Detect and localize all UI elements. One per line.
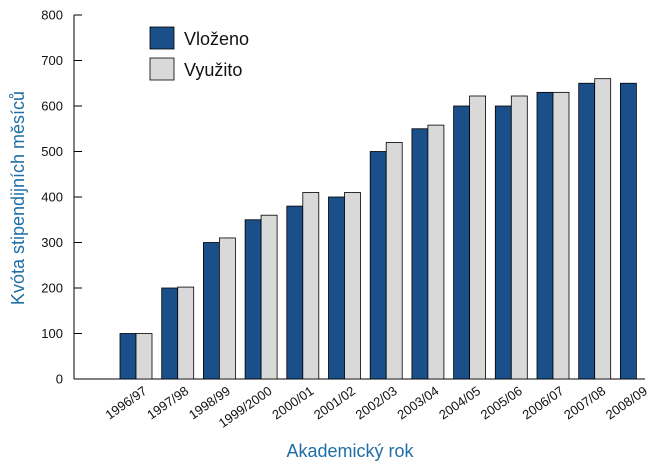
x-tick-label: 2003/04 — [394, 383, 441, 422]
bar-vyuzito — [510, 95, 528, 380]
legend-swatch — [149, 57, 175, 81]
x-tick-label: 2001/02 — [311, 383, 358, 422]
y-tick-label: 200 — [41, 281, 63, 296]
x-tick-label: 2006/07 — [519, 383, 566, 422]
bar-vlozeno — [369, 151, 387, 380]
y-tick-label: 800 — [41, 8, 63, 23]
legend-swatch — [149, 26, 175, 50]
legend: Vloženo Využito — [149, 26, 249, 81]
y-tick-label: 0 — [56, 372, 63, 387]
bar-vlozeno — [453, 105, 471, 380]
bar-vlozeno — [119, 333, 137, 380]
y-tick-label: 400 — [41, 190, 63, 205]
x-tick-label: 1996/97 — [102, 383, 149, 422]
y-axis-title: Kvóta stipendijních měsíců — [8, 91, 28, 305]
bar-vyuzito — [218, 237, 236, 380]
y-tick-label: 500 — [41, 144, 63, 159]
x-tick-label: 2005/06 — [478, 383, 525, 422]
bar-vyuzito — [260, 214, 278, 380]
x-axis-title: Akademický rok — [286, 441, 414, 461]
bar-vyuzito — [385, 141, 403, 380]
bar-vlozeno — [202, 242, 220, 380]
bar-vlozeno — [161, 287, 179, 380]
bar-vyuzito — [344, 192, 361, 380]
x-tick-label: 2008/09 — [603, 383, 650, 422]
bar-vlozeno — [244, 219, 262, 380]
bar-vlozeno — [286, 205, 304, 380]
y-axis: 0 100 200 300 400 500 600 700 800 — [41, 8, 82, 387]
bar-vyuzito — [177, 286, 195, 380]
bar-vyuzito — [427, 124, 445, 380]
bar-vyuzito — [552, 91, 570, 380]
bar-vyuzito — [469, 95, 487, 380]
y-tick-label: 300 — [41, 235, 63, 250]
y-tick-label: 600 — [41, 99, 63, 114]
bar-vyuzito — [135, 333, 153, 380]
bar-vlozeno — [411, 128, 429, 380]
bar-vyuzito — [302, 192, 320, 380]
bar-vlozeno — [620, 82, 637, 380]
bar-vlozeno — [536, 91, 554, 380]
y-tick-label: 700 — [41, 53, 63, 68]
x-tick-label: 2000/01 — [269, 383, 316, 422]
bar-vlozeno — [328, 196, 345, 380]
x-tick-label: 2002/03 — [353, 383, 400, 422]
x-tick-label: 1997/98 — [144, 383, 191, 422]
x-tick-label: 2007/08 — [561, 383, 608, 422]
bar-vlozeno — [494, 105, 512, 380]
y-tick-label: 100 — [41, 326, 63, 341]
bar-vlozeno — [578, 82, 596, 380]
legend-label: Využito — [184, 60, 242, 80]
legend-label: Vloženo — [184, 29, 249, 49]
bar-vyuzito — [594, 78, 612, 380]
x-tick-label: 2004/05 — [436, 383, 483, 422]
bars — [119, 78, 637, 380]
x-axis: 1996/971997/981998/991999/20002000/01200… — [74, 378, 650, 431]
